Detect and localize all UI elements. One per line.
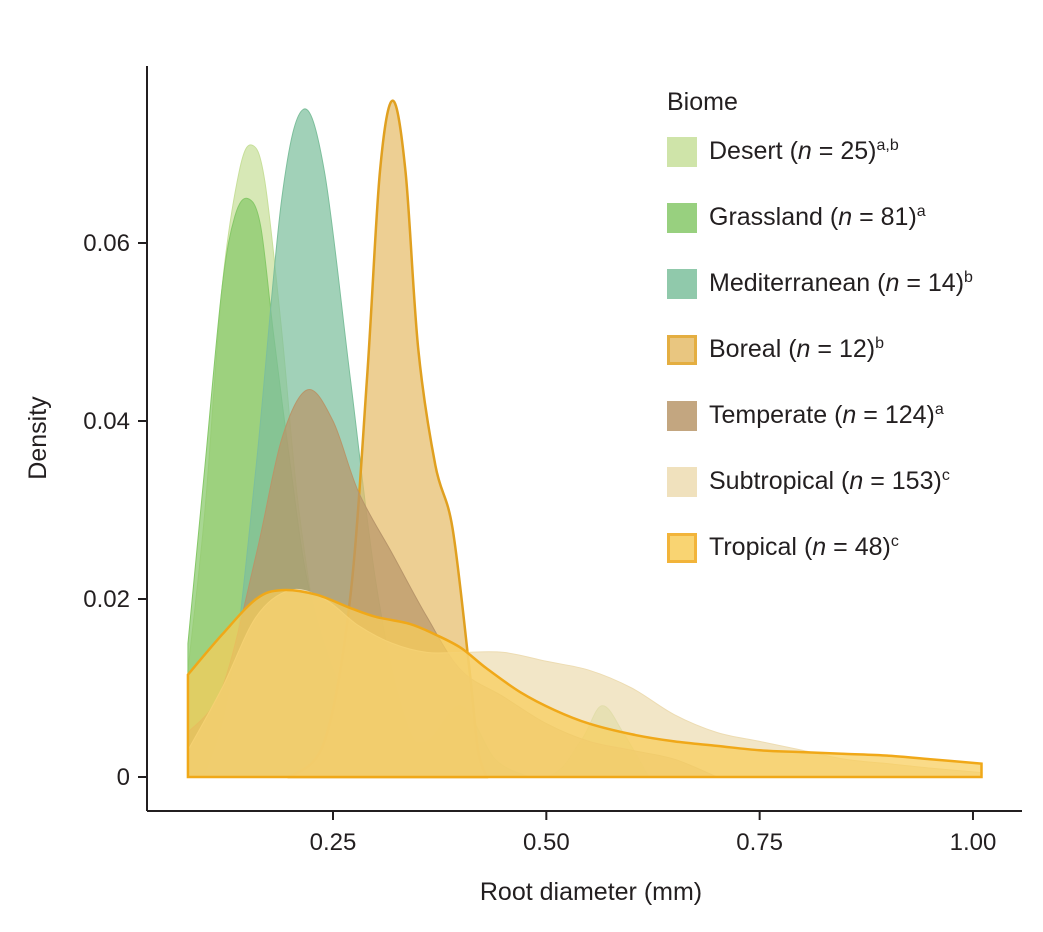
legend-swatch	[667, 136, 697, 167]
legend-label: Desert (n = 25)a,b	[709, 137, 899, 165]
legend-label: Tropical (n = 48)c	[709, 533, 899, 561]
legend-item-grassland: Grassland (n = 81)a	[667, 201, 973, 234]
x-tick-label: 0.25	[310, 829, 357, 856]
x-tick-label: 0.75	[736, 829, 783, 856]
legend-item-desert: Desert (n = 25)a,b	[667, 135, 973, 168]
density-area-tropical	[186, 588, 983, 779]
legend-item-tropical: Tropical (n = 48)c	[667, 531, 973, 564]
y-tick-label: 0.06	[83, 230, 130, 257]
legend-item-temperate: Temperate (n = 124)a	[667, 399, 973, 432]
legend-swatch	[667, 400, 697, 431]
legend: Biome Desert (n = 25)a,b Grassland (n = 8…	[667, 88, 973, 597]
legend-title: Biome	[667, 88, 738, 116]
legend-swatch	[667, 466, 697, 497]
legend-label: Grassland (n = 81)a	[709, 203, 926, 231]
legend-label: Mediterranean (n = 14)b	[709, 269, 973, 297]
y-axis-label: Density	[24, 396, 52, 480]
y-tick-label: 0	[117, 764, 130, 791]
x-tick-label: 1.00	[950, 829, 997, 856]
legend-item-mediterranean: Mediterranean (n = 14)b	[667, 267, 973, 300]
y-tick-label: 0.04	[83, 408, 130, 435]
density-areas	[186, 99, 983, 779]
legend-swatch	[667, 532, 697, 563]
x-axis-label: Root diameter (mm)	[480, 878, 702, 906]
legend-swatch	[667, 202, 697, 233]
legend-label: Boreal (n = 12)b	[709, 335, 884, 363]
legend-swatch	[667, 334, 697, 365]
legend-label: Temperate (n = 124)a	[709, 401, 944, 429]
y-tick-label: 0.02	[83, 586, 130, 613]
axis-ticks: 0.25 0.50 0.75 1.00 0 0.02 0.04 0.06	[83, 230, 996, 856]
legend-item-boreal: Boreal (n = 12)b	[667, 333, 973, 366]
x-tick-label: 0.50	[523, 829, 570, 856]
legend-swatch	[667, 268, 697, 299]
legend-item-subtropical: Subtropical (n = 153)c	[667, 465, 973, 498]
legend-label: Subtropical (n = 153)c	[709, 467, 950, 495]
